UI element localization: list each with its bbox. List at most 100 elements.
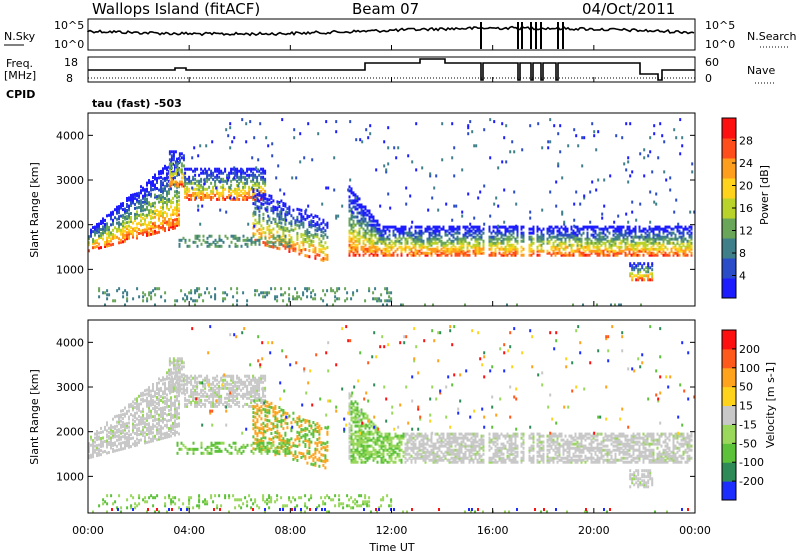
power-cell: [168, 184, 171, 188]
velocity-cell: [148, 436, 150, 440]
velocity-cell: [116, 434, 118, 438]
velocity-cell: [130, 433, 132, 437]
power-cell: [220, 169, 223, 173]
power-cell: [682, 235, 685, 239]
power-cell: [262, 216, 265, 220]
power-cell: [350, 191, 353, 195]
power-cell: [302, 237, 305, 241]
velocity-cell: [190, 388, 193, 392]
power-cell: [552, 235, 555, 239]
velocity-cell: [136, 429, 138, 433]
power-cell: [582, 231, 585, 235]
velocity-cell: [252, 386, 255, 390]
power-cell: [612, 251, 615, 255]
power-cell: [379, 204, 382, 208]
velocity-cell: [162, 418, 164, 422]
power-cell: [298, 252, 301, 256]
power-cell: [630, 243, 633, 247]
power-cell: [649, 220, 652, 224]
power-cell: [162, 203, 164, 207]
power-cell: [600, 237, 603, 241]
power-cell: [348, 199, 351, 203]
velocity-cell: [128, 421, 130, 425]
power-cell: [662, 241, 665, 245]
power-cell: [678, 229, 681, 233]
velocity-cell: [252, 384, 255, 388]
power-cell: [520, 231, 523, 235]
power-cell: [198, 185, 201, 189]
power-cell: [506, 227, 509, 231]
power-cell: [666, 225, 669, 229]
power-cell: [170, 199, 172, 203]
velocity-cell: [114, 433, 116, 437]
power-cell: [358, 203, 361, 207]
power-cell: [108, 235, 110, 239]
velocity-cell: [276, 425, 279, 429]
power-cell: [156, 179, 158, 182]
power-cell: [212, 189, 215, 193]
power-cell: [672, 251, 675, 255]
velocity-cell: [274, 417, 277, 420]
power-cell: [158, 218, 160, 222]
power-cell: [488, 241, 491, 245]
power-cell: [182, 297, 185, 301]
power-cell: [182, 236, 185, 240]
power-cell: [192, 177, 195, 181]
power-cell: [678, 231, 681, 235]
power-cell: [598, 227, 601, 231]
power-cell: [272, 236, 275, 240]
power-cell: [252, 183, 255, 187]
power-cell: [312, 216, 315, 219]
power-cell: [142, 295, 145, 299]
velocity-cell: [174, 413, 176, 417]
power-cell: [505, 124, 508, 128]
power-cell: [577, 144, 580, 148]
power-cell: [218, 179, 221, 183]
power-cell: [676, 237, 679, 241]
velocity-cell: [262, 398, 265, 402]
power-cell: [152, 176, 154, 179]
power-cell: [638, 237, 641, 241]
power-cell: [550, 247, 553, 251]
power-cell: [640, 229, 643, 233]
power-cell: [351, 214, 354, 218]
velocity-cell: [236, 374, 239, 378]
power-cell: [631, 170, 634, 174]
velocity-cell: [218, 392, 221, 396]
power-cell: [116, 229, 118, 233]
velocity-cell: [184, 404, 187, 408]
velocity-cell: [270, 421, 273, 425]
velocity-cell: [114, 427, 116, 431]
velocity-cell: [172, 381, 174, 385]
power-cell: [238, 177, 241, 181]
velocity-cell: [268, 427, 271, 431]
power-cell: [192, 240, 195, 244]
velocity-cell: [88, 448, 90, 452]
power-cell: [503, 136, 506, 140]
power-cell: [624, 229, 627, 233]
power-cell: [258, 205, 261, 209]
power-cell: [254, 181, 257, 185]
velocity-cell: [174, 369, 177, 373]
power-cell: [98, 287, 101, 291]
power-cell: [292, 216, 295, 220]
power-cell: [444, 253, 447, 257]
velocity-cell: [194, 390, 197, 394]
velocity-cell: [226, 380, 229, 384]
power-cell: [320, 244, 323, 248]
power-cell: [504, 229, 507, 233]
power-cell: [354, 235, 357, 239]
power-cell: [380, 299, 383, 303]
velocity-cell: [96, 438, 98, 442]
power-cell: [240, 179, 243, 183]
power-cell: [268, 244, 271, 248]
power-cell: [466, 225, 469, 229]
power-cell: [154, 303, 156, 307]
power-cell: [680, 235, 683, 239]
velocity-cell: [126, 412, 128, 415]
power-cell: [140, 223, 142, 227]
power-cell: [280, 227, 283, 231]
velocity-cell: [170, 389, 173, 393]
power-cell: [256, 289, 259, 293]
power-cell: [146, 181, 148, 185]
